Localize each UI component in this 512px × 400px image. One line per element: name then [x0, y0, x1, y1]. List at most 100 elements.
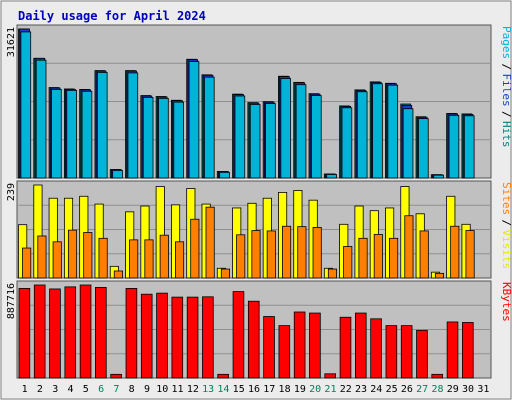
bar-kbytes-kbytes-day-15	[232, 291, 245, 379]
panel-visits_sites: 239 Sites / Visits	[6, 180, 512, 279]
bar-kbytes-kbytes-day-16	[247, 300, 260, 379]
x-tick-day-17: 17	[263, 384, 275, 395]
bar-visits_sites-sites-day-2	[37, 235, 47, 279]
bar-kbytes-kbytes-day-11	[171, 296, 184, 379]
x-tick-day-23: 23	[355, 384, 367, 395]
x-tick-labels: 1 2 3 4 5 6 7 8 9 10 11 12 13 14 15 16 17 18 19 20 21 22 23 24 2…	[22, 384, 490, 395]
bar-visits_sites-sites-day-11	[174, 241, 185, 279]
bar-kbytes-kbytes-day-6	[95, 286, 107, 379]
bar-hits_files_pages-pages-day-23	[356, 91, 368, 179]
legend-pages: Pages	[500, 26, 512, 59]
bar-hits_files_pages-pages-day-18	[280, 78, 292, 179]
bar-visits_sites-sites-day-18	[282, 225, 292, 279]
bar-visits_sites-sites-day-7	[113, 270, 123, 279]
bar-kbytes-kbytes-day-4	[64, 286, 77, 379]
bar-kbytes-kbytes-day-9	[140, 293, 153, 379]
bar-kbytes-kbytes-day-30	[462, 322, 474, 379]
x-tick-day-24: 24	[370, 384, 382, 395]
legend-separator: /	[500, 64, 512, 71]
x-tick-day-9: 9	[144, 384, 150, 395]
bar-hits_files_pages-pages-day-3	[51, 89, 62, 179]
bar-kbytes-kbytes-day-27	[416, 329, 428, 379]
bar-visits_sites-sites-day-27	[419, 230, 429, 279]
chart-panels: 31621 Pages / Files / Hits 239 Sites / Visits 8877…	[6, 24, 512, 379]
bar-visits_sites-sites-day-12	[190, 218, 200, 279]
x-tick-day-18: 18	[279, 384, 291, 395]
bar-kbytes-kbytes-day-23	[354, 312, 367, 379]
x-tick-day-25: 25	[386, 384, 398, 395]
bar-visits_sites-sites-day-30	[465, 230, 475, 279]
bar-hits_files_pages-pages-day-5	[81, 90, 93, 179]
y-max-label: 31621	[6, 27, 17, 57]
x-tick-day-1: 1	[22, 384, 28, 395]
bar-visits_sites-sites-day-29	[450, 225, 460, 279]
bar-hits_files_pages-pages-day-13	[203, 76, 215, 179]
y-max-label: 887716	[6, 283, 17, 319]
bar-visits_sites-sites-day-10	[159, 234, 169, 279]
bar-kbytes-kbytes-day-5	[79, 284, 92, 379]
x-tick-day-2: 2	[37, 384, 43, 395]
bar-visits_sites-sites-day-15	[236, 234, 246, 279]
x-tick-day-6: 6	[98, 384, 104, 395]
bar-kbytes-kbytes-day-12	[186, 296, 199, 379]
x-tick-day-7: 7	[113, 384, 119, 395]
legend-separator: /	[500, 220, 512, 227]
bar-visits_sites-sites-day-16	[251, 230, 261, 279]
legend-sites: Sites	[500, 182, 512, 215]
bar-visits_sites-sites-day-23	[358, 237, 368, 279]
bar-visits_sites-sites-day-24	[373, 234, 383, 279]
bar-hits_files_pages-pages-day-8	[127, 72, 139, 179]
bar-hits_files_pages-pages-day-10	[158, 97, 169, 179]
bar-hits_files_pages-pages-day-11	[173, 101, 184, 179]
x-tick-day-5: 5	[83, 384, 89, 395]
bar-kbytes-kbytes-day-14	[217, 373, 229, 379]
panel-kbytes: 887716 KBytes	[6, 280, 512, 379]
bar-kbytes-kbytes-day-29	[446, 321, 459, 379]
bar-hits_files_pages-pages-day-29	[448, 114, 460, 179]
panel-hits_files_pages: 31621 Pages / Files / Hits	[6, 24, 512, 179]
bar-hits_files_pages-pages-day-21	[326, 174, 337, 179]
bar-hits_files_pages-pages-day-26	[402, 108, 414, 179]
bar-visits_sites-sites-day-14	[220, 268, 230, 279]
bar-visits_sites-sites-day-8	[129, 239, 139, 279]
x-tick-day-13: 13	[202, 384, 214, 395]
bar-hits_files_pages-pages-day-20	[311, 95, 322, 179]
x-tick-day-30: 30	[462, 384, 474, 395]
bar-kbytes-kbytes-day-7	[110, 373, 122, 379]
bar-hits_files_pages-pages-day-14	[219, 171, 230, 179]
bar-visits_sites-sites-day-21	[327, 268, 337, 279]
bar-hits_files_pages-pages-day-1	[20, 31, 32, 179]
x-tick-day-27: 27	[416, 384, 428, 395]
legend-hits: Hits	[500, 121, 512, 148]
bar-visits_sites-sites-day-5	[83, 232, 93, 279]
bar-visits_sites-sites-day-25	[389, 237, 399, 279]
bar-hits_files_pages-pages-day-28	[433, 174, 444, 179]
bar-kbytes-kbytes-day-17	[263, 316, 275, 379]
bar-hits_files_pages-pages-day-4	[66, 89, 77, 179]
bar-hits_files_pages-pages-day-12	[188, 61, 200, 179]
bar-hits_files_pages-pages-day-25	[387, 84, 399, 179]
x-tick-day-29: 29	[447, 384, 459, 395]
bar-kbytes-kbytes-day-20	[309, 312, 321, 379]
x-tick-day-21: 21	[324, 384, 336, 395]
x-tick-day-16: 16	[248, 384, 260, 395]
legend-files: Files	[500, 74, 512, 107]
bar-kbytes-kbytes-day-8	[125, 288, 138, 379]
bar-hits_files_pages-pages-day-19	[295, 84, 307, 179]
bar-kbytes-kbytes-day-2	[33, 284, 46, 379]
chart-title: Daily usage for April 2024	[18, 9, 206, 23]
bar-hits_files_pages-pages-day-7	[112, 170, 123, 179]
bar-kbytes-kbytes-day-1	[18, 288, 31, 379]
bar-kbytes-kbytes-day-10	[156, 292, 168, 379]
bar-hits_files_pages-pages-day-6	[96, 72, 108, 179]
bar-visits_sites-sites-day-1	[22, 247, 32, 279]
bar-hits_files_pages-pages-day-22	[341, 107, 353, 179]
bar-kbytes-kbytes-day-25	[385, 325, 398, 379]
bar-hits_files_pages-pages-day-16	[249, 104, 261, 179]
x-tick-day-11: 11	[172, 384, 184, 395]
x-tick-day-22: 22	[340, 384, 352, 395]
bar-visits_sites-sites-day-22	[343, 246, 353, 279]
x-tick-day-4: 4	[68, 384, 74, 395]
bar-kbytes-kbytes-day-26	[400, 325, 413, 379]
